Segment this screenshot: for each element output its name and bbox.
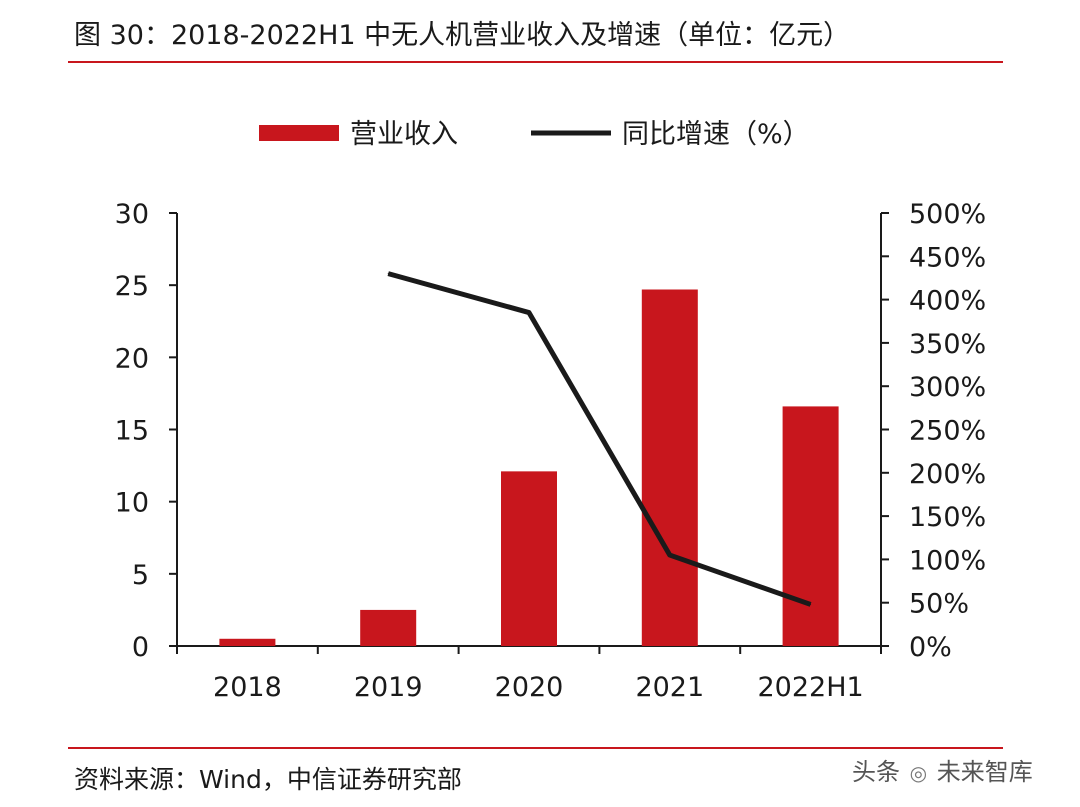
growth-point [528,312,530,314]
left-tick-label: 30 [115,199,149,230]
growth-line-path [387,271,812,607]
left-tick-label: 10 [115,488,149,519]
legend: 营业收入 同比增速（%） [259,119,810,150]
growth-point [387,273,389,275]
chart-title: 图 30：2018-2022H1 中无人机营业收入及增速（单位：亿元） [74,20,851,51]
right-tick-label: 250% [909,416,986,447]
x-tick-label: 2018 [213,672,282,703]
right-tick-label: 500% [909,199,986,230]
x-tick-label: 2019 [354,672,423,703]
revenue-bars [219,289,839,646]
watermark-prefix: 头条 [852,758,900,786]
revenue-bar [782,406,839,646]
left-tick-label: 25 [115,271,149,302]
growth-line [387,271,812,607]
source-divider [68,747,1003,749]
right-tick-label: 350% [909,329,986,360]
x-tick-label: 2020 [495,672,564,703]
wechat-icon: ◎ [909,761,928,785]
revenue-bar [501,471,557,646]
source-note: 资料来源：Wind，中信证券研究部 [74,765,462,794]
right-tick-label: 150% [909,502,986,533]
watermark-name: 未来智库 [936,758,1033,786]
right-tick-label: 400% [909,286,986,317]
watermark: 头条 ◎ 未来智库 [852,752,1033,793]
x-tick-label: 2022H1 [757,672,863,703]
growth-point [669,554,671,556]
axes: 0510152025300%50%100%150%200%250%300%350… [115,199,987,703]
chart: 营业收入 同比增速（%） 0510152025300%50%100%150%200… [115,119,987,703]
right-tick-label: 200% [909,459,986,490]
legend-label-growth: 同比增速（%） [622,119,810,150]
right-tick-label: 100% [909,545,986,576]
legend-label-revenue: 营业收入 [350,119,458,150]
growth-point [810,603,812,605]
right-tick-label: 0% [909,632,952,663]
revenue-bar [641,289,698,646]
left-tick-label: 15 [115,416,149,447]
left-tick-label: 0 [132,632,149,663]
title-divider [68,61,1003,63]
right-tick-label: 450% [909,242,986,273]
left-tick-label: 5 [132,560,149,591]
revenue-bar [360,609,417,646]
revenue-bar [219,638,276,646]
right-tick-label: 50% [909,589,969,620]
x-tick-label: 2021 [635,672,704,703]
left-tick-label: 20 [115,343,149,374]
legend-swatch-revenue [259,125,339,141]
right-tick-label: 300% [909,372,986,403]
